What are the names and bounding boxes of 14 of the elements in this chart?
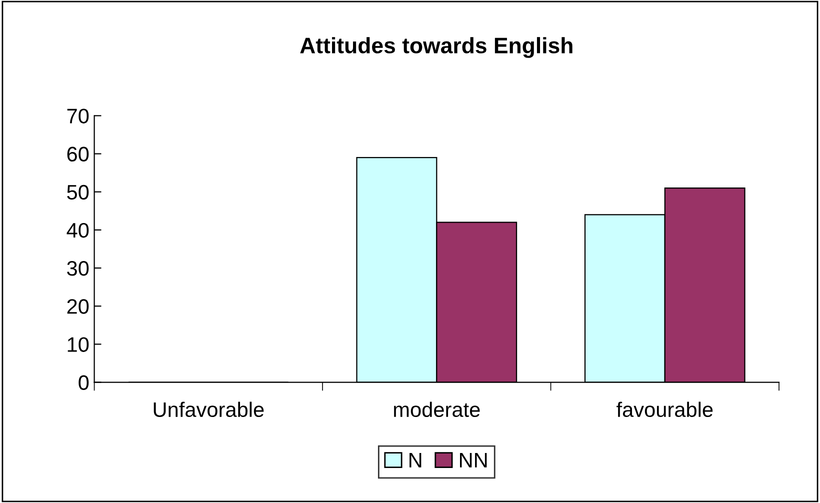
x-tick-label: Unfavorable bbox=[154, 402, 264, 418]
y-tick-label: 0 bbox=[78, 375, 89, 390]
chart-title: Attitudes towards English bbox=[300, 37, 572, 58]
legend-label: NN bbox=[460, 453, 487, 468]
legend-label: N bbox=[410, 453, 422, 468]
x-tick-label: moderate bbox=[394, 402, 480, 418]
y-tick-label: 30 bbox=[67, 261, 89, 276]
y-tick-label: 70 bbox=[67, 108, 89, 124]
y-tick-label: 40 bbox=[66, 222, 89, 238]
y-tick-label: 10 bbox=[68, 337, 89, 352]
y-tick-label: 20 bbox=[67, 299, 89, 314]
y-tick-label: 50 bbox=[67, 184, 89, 200]
y-tick-label: 60 bbox=[67, 146, 89, 162]
x-tick-label: favourable bbox=[616, 402, 713, 418]
